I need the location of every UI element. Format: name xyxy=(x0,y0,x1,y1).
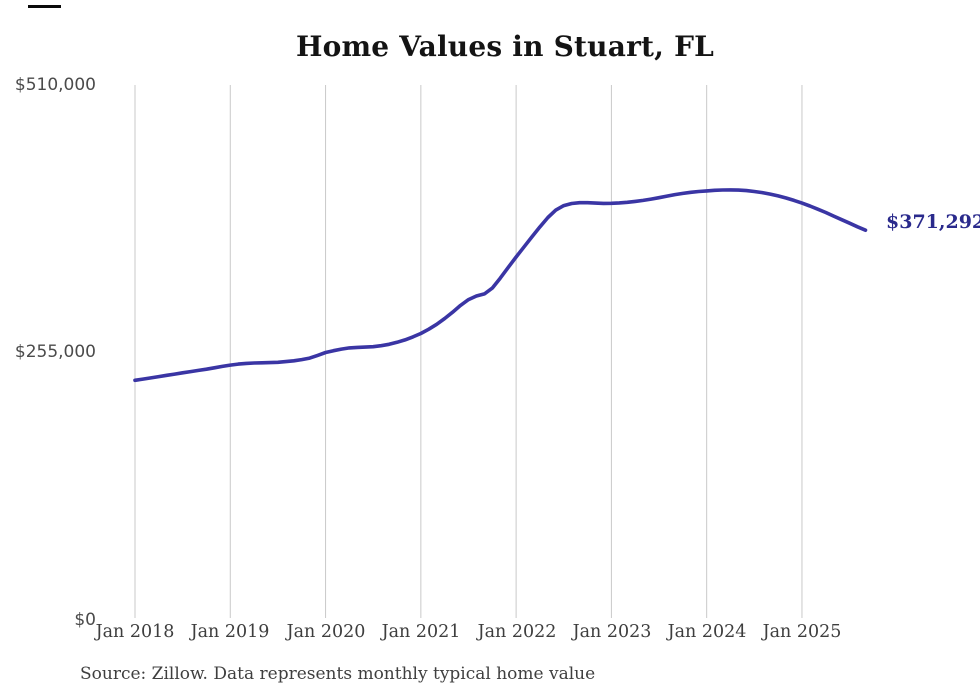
chart-title: Home Values in Stuart, FL xyxy=(295,30,715,63)
x-tick-label-2020: Jan 2020 xyxy=(286,622,366,642)
y-tick-label-510000: $510,000 xyxy=(14,75,96,95)
latest-value-label: $371,292 xyxy=(886,211,980,233)
y-tick-label-255000: $255,000 xyxy=(14,342,96,362)
page-corner-artifact xyxy=(28,5,61,8)
x-tick-label-2018: Jan 2018 xyxy=(95,622,175,642)
y-tick-label-0: $0 xyxy=(74,610,96,630)
x-tick-label-2022: Jan 2022 xyxy=(477,622,557,642)
x-tick-label-2019: Jan 2019 xyxy=(190,622,270,642)
x-tick-label-2021: Jan 2021 xyxy=(381,622,461,642)
home-value-line xyxy=(133,188,868,383)
x-tick-label-2025: Jan 2025 xyxy=(762,622,842,642)
x-tick-label-2024: Jan 2024 xyxy=(667,622,747,642)
source-note: Source: Zillow. Data represents monthly … xyxy=(80,664,596,684)
x-tick-label-2023: Jan 2023 xyxy=(572,622,652,642)
